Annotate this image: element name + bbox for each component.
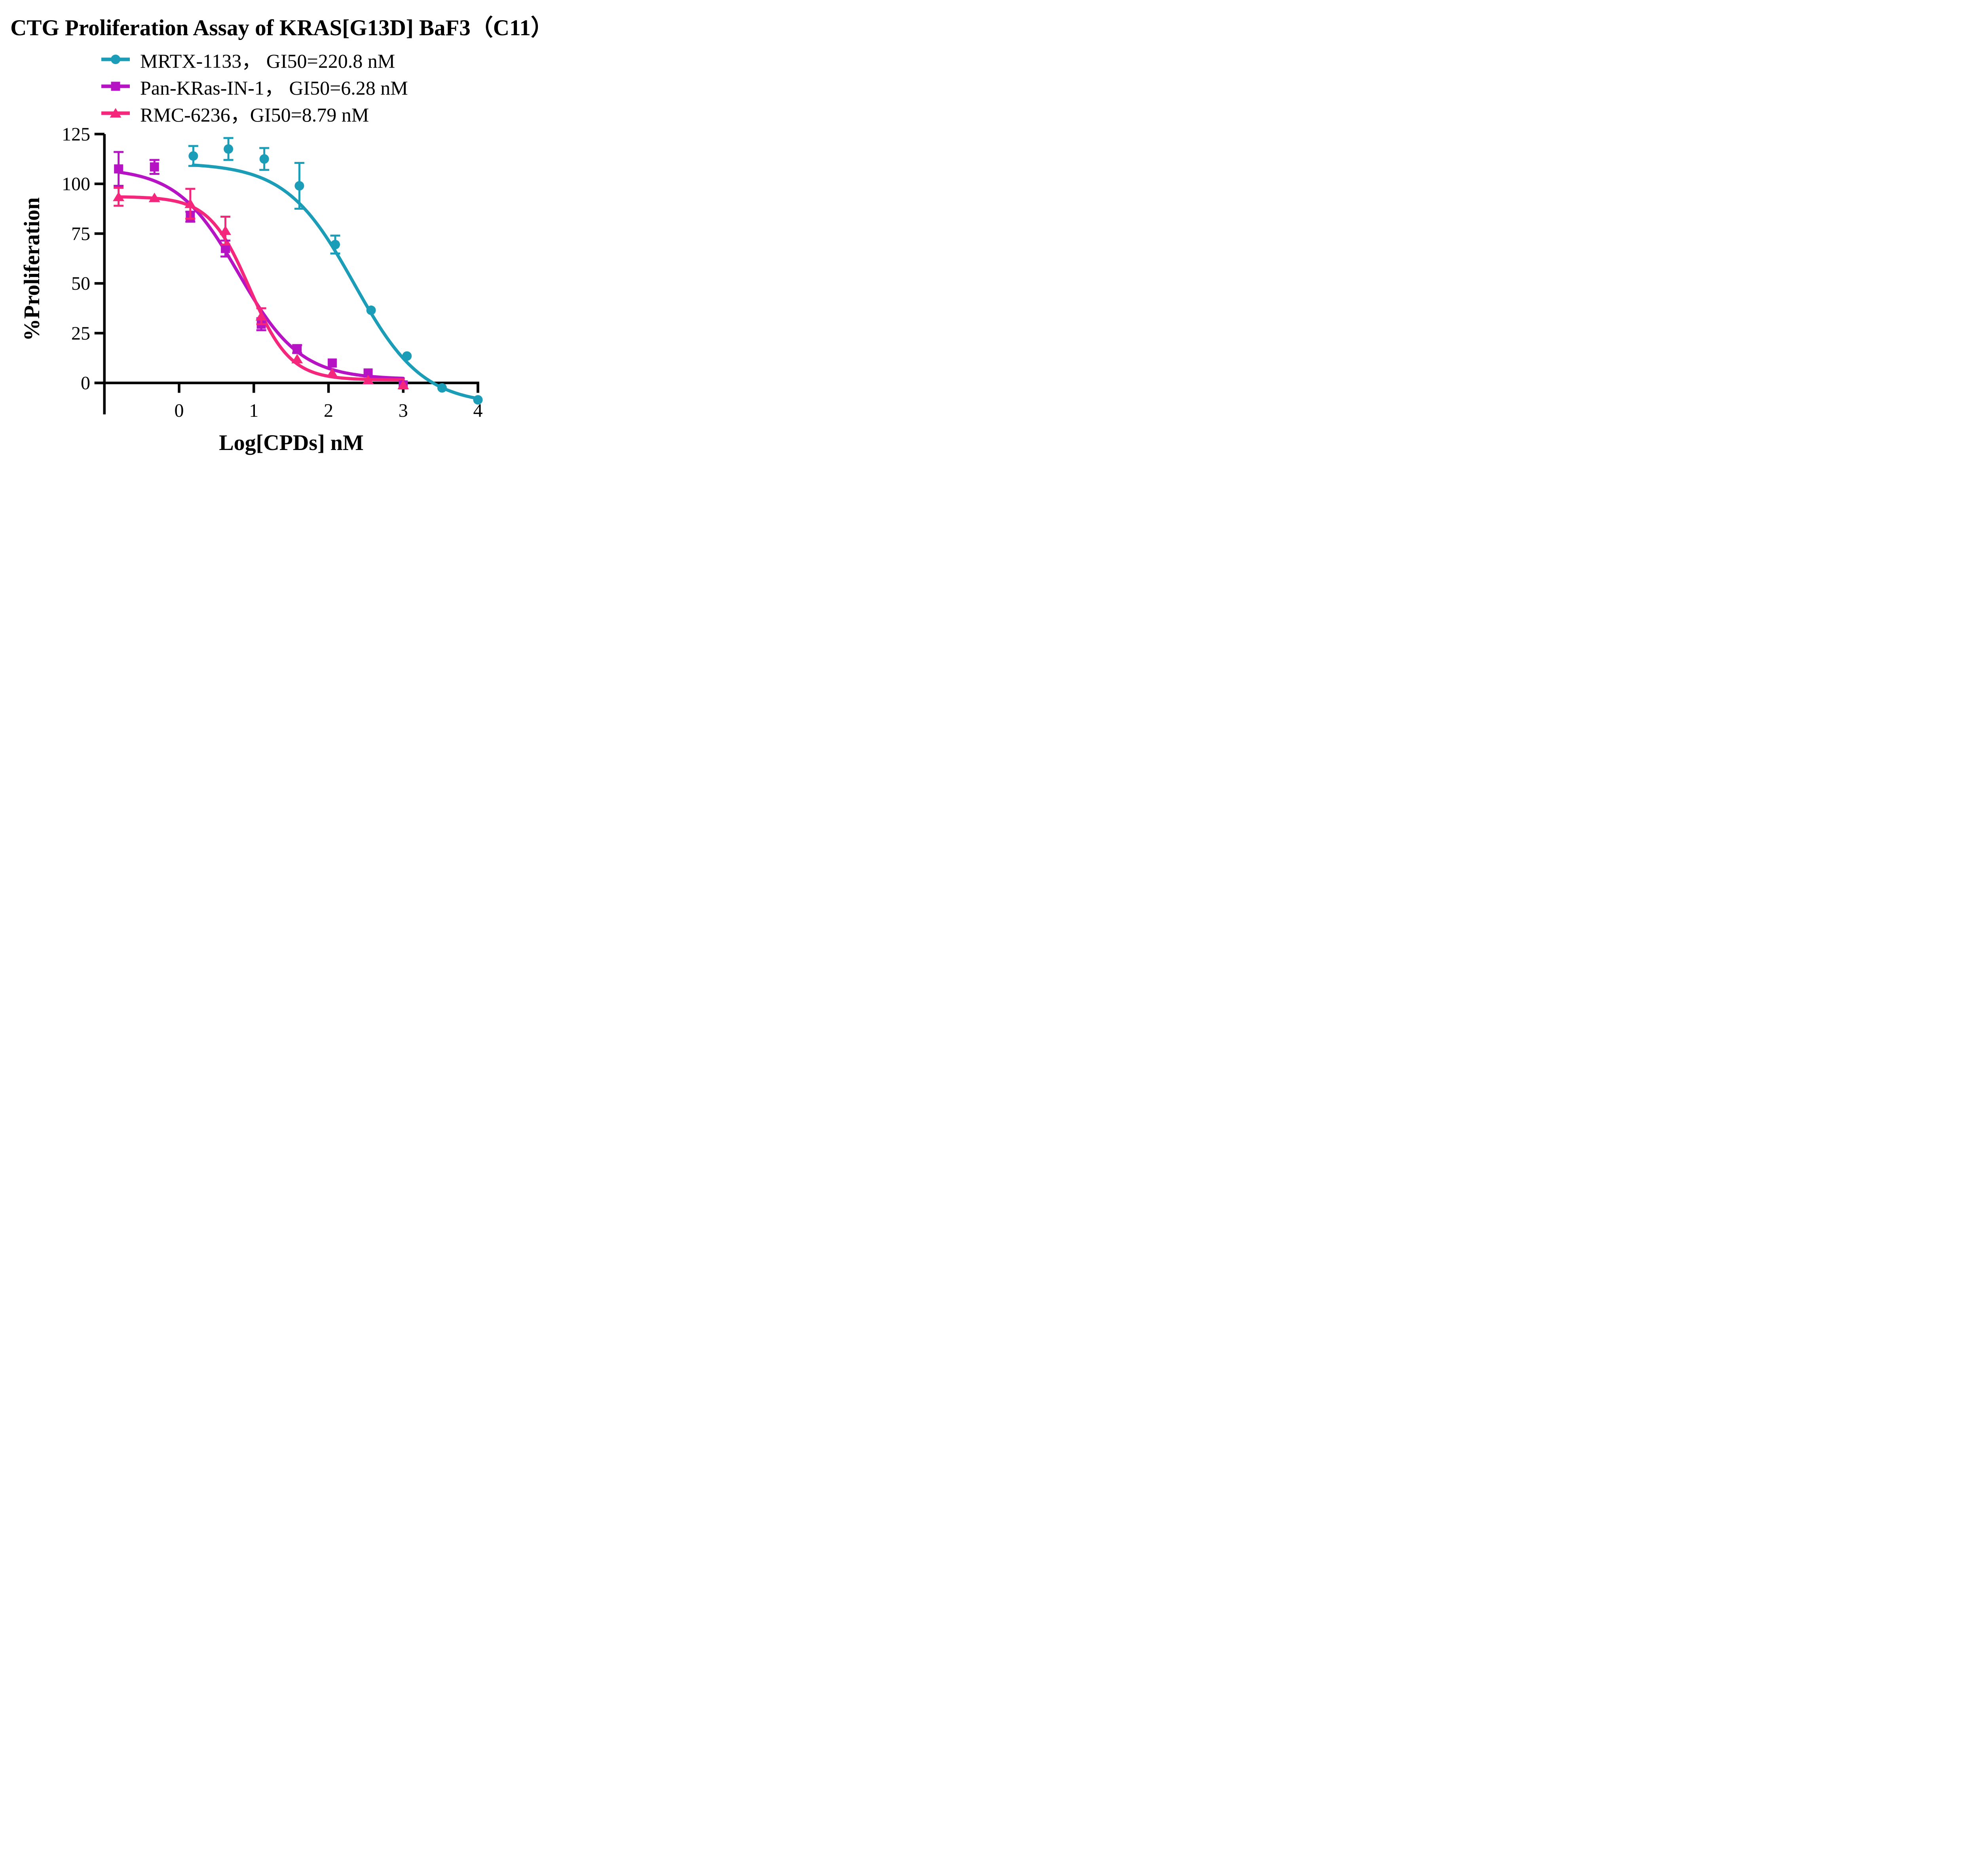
svg-text:50: 50 — [71, 273, 90, 294]
svg-text:100: 100 — [62, 174, 90, 195]
x-axis-title: Log[CPDs] nM — [219, 431, 364, 455]
square-marker-icon — [101, 78, 130, 95]
legend-item-rmc-6236: RMC-6236，GI50=8.79 nM — [101, 100, 408, 127]
proliferation-assay-figure: CTG Proliferation Assay of KRAS[G13D] Ba… — [0, 0, 564, 469]
legend: MRTX-1133， GI50=220.8 nM Pan-KRas-IN-1， … — [101, 46, 408, 127]
svg-text:3: 3 — [399, 400, 408, 421]
svg-text:25: 25 — [71, 323, 90, 344]
legend-item-mrtx-1133: MRTX-1133， GI50=220.8 nM — [101, 46, 408, 73]
svg-text:1: 1 — [249, 400, 258, 421]
legend-label: Pan-KRas-IN-1， GI50=6.28 nM — [140, 77, 408, 99]
svg-text:0: 0 — [175, 400, 184, 421]
circle-marker-icon — [101, 51, 130, 68]
triangle-marker-icon — [101, 104, 130, 122]
legend-label: RMC-6236，GI50=8.79 nM — [140, 104, 369, 126]
legend-item-pan-kras-in-1: Pan-KRas-IN-1， GI50=6.28 nM — [101, 73, 408, 100]
svg-text:75: 75 — [71, 223, 90, 244]
svg-text:2: 2 — [324, 400, 333, 421]
legend-label: MRTX-1133， GI50=220.8 nM — [140, 50, 395, 72]
chart-title: CTG Proliferation Assay of KRAS[G13D] Ba… — [10, 15, 553, 40]
svg-text:0: 0 — [81, 373, 90, 394]
svg-text:125: 125 — [62, 124, 90, 145]
